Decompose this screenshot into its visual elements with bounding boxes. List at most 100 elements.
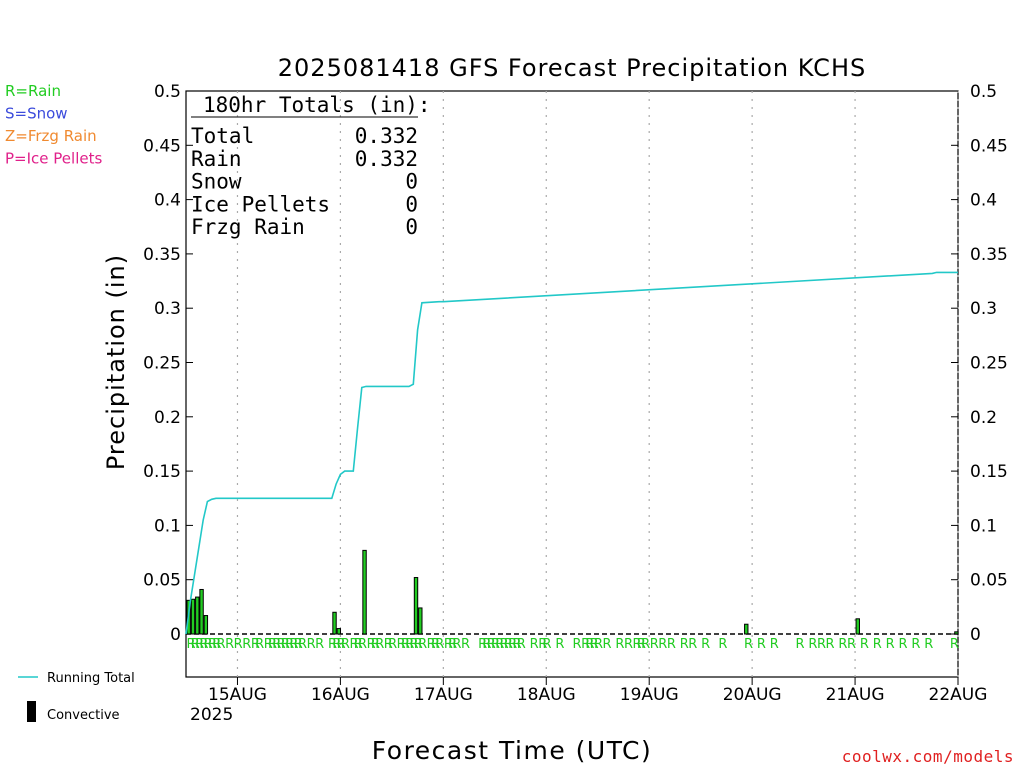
rain-marker: R xyxy=(225,637,234,652)
rain-marker: R xyxy=(886,637,895,652)
rain-marker: R xyxy=(234,637,243,652)
rain-marker: R xyxy=(594,637,603,652)
rain-marker: R xyxy=(251,637,260,652)
rain-marker: R xyxy=(680,637,689,652)
totals-row-value-2: 0 xyxy=(405,170,418,194)
legend-type-1: S=Snow xyxy=(5,105,68,123)
rain-marker: R xyxy=(615,637,624,652)
rain-marker: R xyxy=(414,637,423,652)
rain-marker: R xyxy=(590,637,599,652)
rain-marker: R xyxy=(375,637,384,652)
totals-row-value-0: 0.332 xyxy=(355,124,418,148)
rain-marker: R xyxy=(495,637,504,652)
rain-marker: R xyxy=(826,637,835,652)
convective-bar xyxy=(954,631,959,635)
x-tick-label-2: 17AUG xyxy=(414,685,473,705)
rain-marker: R xyxy=(281,637,290,652)
rain-marker: R xyxy=(718,637,727,652)
rain-marker: R xyxy=(384,637,393,652)
y-tick-label-right-0: 0 xyxy=(970,625,981,645)
rain-marker: R xyxy=(285,637,294,652)
rain-marker: R xyxy=(770,637,779,652)
rain-marker: R xyxy=(808,637,817,652)
rain-marker: R xyxy=(744,637,753,652)
totals-row-label-0: Total xyxy=(191,124,254,148)
totals-row-label-4: Frzg Rain xyxy=(191,215,305,239)
rain-marker: R xyxy=(264,637,273,652)
rain-marker: R xyxy=(491,637,500,652)
rain-marker: R xyxy=(208,637,217,652)
rain-marker: R xyxy=(482,637,491,652)
rain-marker: R xyxy=(658,637,667,652)
rain-marker: R xyxy=(277,637,286,652)
y-tick-label-right-2: 0.1 xyxy=(970,516,997,536)
rain-marker: R xyxy=(242,637,251,652)
rain-marker: R xyxy=(487,637,496,652)
x-tick-label-3: 18AUG xyxy=(517,685,576,705)
legend-convective-label: Convective xyxy=(47,708,120,723)
rain-marker: R xyxy=(860,637,869,652)
rain-marker: R xyxy=(924,637,933,652)
y-tick-label-right-10: 0.5 xyxy=(970,82,997,102)
rain-marker: R xyxy=(448,637,457,652)
y-tick-label-left-5: 0.25 xyxy=(143,354,181,374)
x-tick-label-0: 15AUG xyxy=(208,685,267,705)
legend-running-total-label: Running Total xyxy=(47,671,135,686)
y-tick-label-right-5: 0.25 xyxy=(970,354,1008,374)
convective-bar xyxy=(199,588,204,635)
rain-marker: R xyxy=(397,637,406,652)
totals-row-value-4: 0 xyxy=(405,215,418,239)
convective-bar xyxy=(195,596,200,635)
plot-frame xyxy=(185,90,959,678)
rain-marker: R xyxy=(603,637,612,652)
rain-marker: R xyxy=(530,637,539,652)
rain-marker: R xyxy=(332,637,341,652)
y-tick-label-right-4: 0.2 xyxy=(970,408,997,428)
y-tick-label-left-2: 0.1 xyxy=(154,516,181,536)
rain-marker: R xyxy=(555,637,564,652)
rain-marker: R xyxy=(298,637,307,652)
rain-marker: R xyxy=(641,637,650,652)
rain-marker: R xyxy=(508,637,517,652)
convective-bar xyxy=(362,549,367,635)
y-tick-label-right-9: 0.45 xyxy=(970,136,1008,156)
totals-row-label-1: Rain xyxy=(191,147,242,171)
y-tick-label-left-8: 0.4 xyxy=(154,191,181,211)
rain-marker: R xyxy=(410,637,419,652)
totals-row-value-3: 0 xyxy=(405,192,418,216)
rain-marker: R xyxy=(911,637,920,652)
rain-marker: R xyxy=(191,637,200,652)
rain-marker: R xyxy=(418,637,427,652)
rain-marker: R xyxy=(341,637,350,652)
rain-marker: R xyxy=(367,637,376,652)
rain-marker: R xyxy=(204,637,213,652)
x-axis-label: Forecast Time (UTC) xyxy=(372,736,652,765)
y-tick-label-right-7: 0.35 xyxy=(970,245,1008,265)
watermark: coolwx.com/models xyxy=(842,747,1014,766)
rain-marker: R xyxy=(195,637,204,652)
rain-marker: R xyxy=(337,637,346,652)
legend-type-2: Z=Frzg Rain xyxy=(5,127,97,145)
y-tick-label-left-7: 0.35 xyxy=(143,245,181,265)
legend-convective-swatch xyxy=(27,701,36,722)
rain-marker: R xyxy=(307,637,316,652)
y-tick-label-left-9: 0.45 xyxy=(143,136,181,156)
totals-box: 180hr Totals (in): Total 0.332 Rain 0.332 Sn… xyxy=(191,93,431,239)
rain-marker: R xyxy=(838,637,847,652)
rain-marker: R xyxy=(898,637,907,652)
y-tick-label-left-0: 0 xyxy=(170,625,181,645)
rain-marker: R xyxy=(504,637,513,652)
rain-marker: R xyxy=(212,637,221,652)
rain-marker: R xyxy=(873,637,882,652)
convective-bar xyxy=(413,577,419,635)
rain-marker: R xyxy=(452,637,461,652)
precip-type-legend: R=Rain S=Snow Z=Frzg Rain P=Ice Pellets xyxy=(5,82,102,168)
y-tick-label-left-3: 0.15 xyxy=(143,462,181,482)
convective-bar xyxy=(336,628,342,635)
rain-marker: R xyxy=(538,637,547,652)
x-tick-label-6: 21AUG xyxy=(826,685,885,705)
rain-marker: R xyxy=(401,637,410,652)
convective-bar xyxy=(855,618,860,635)
y-tick-label-left-4: 0.2 xyxy=(154,408,181,428)
